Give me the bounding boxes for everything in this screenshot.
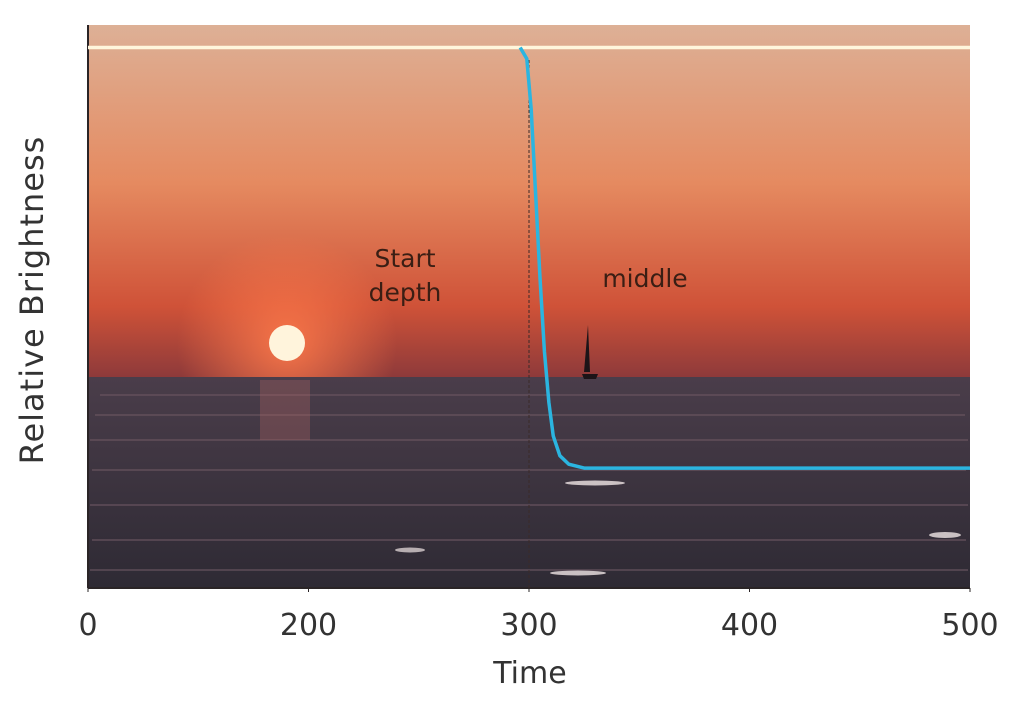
x-tick-label: 400 — [721, 608, 778, 643]
annotation: middle — [602, 264, 688, 293]
x-axis-label: Time — [492, 656, 566, 691]
x-tick-label: 0 — [78, 608, 97, 643]
x-tick-label: 500 — [941, 608, 998, 643]
x-tick-label: 200 — [280, 608, 337, 643]
line-series — [518, 46, 970, 470]
annotation: Start depth — [368, 244, 442, 307]
x-tick-label: 300 — [500, 608, 557, 643]
y-axis-label: Relative Brightness — [13, 136, 51, 465]
